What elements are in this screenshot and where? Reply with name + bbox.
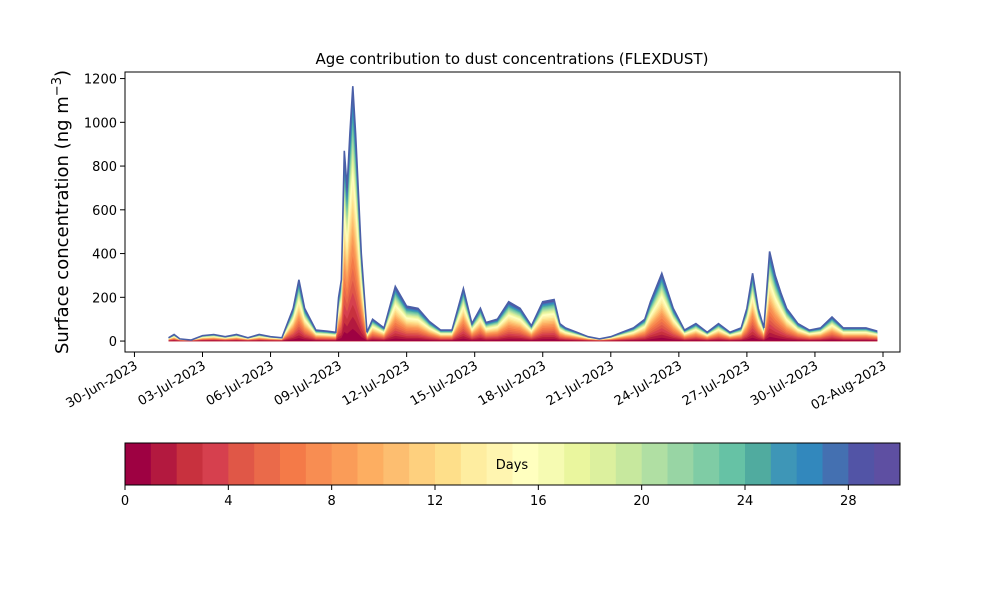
colorbar-tick-label: 20 [633, 494, 650, 509]
colorbar [125, 443, 901, 485]
colorbar-segment [641, 443, 668, 485]
y-axis-label: Surface concentration (ng m−3) [50, 70, 73, 354]
colorbar-tick-label: 28 [840, 494, 857, 509]
x-tick-label: 27-Jul-2023 [680, 358, 753, 409]
y-tick-label: 400 [92, 248, 117, 263]
y-tick-label: 1000 [84, 116, 117, 131]
colorbar-tick-label: 12 [427, 494, 444, 509]
colorbar-tick-label: 24 [737, 494, 754, 509]
colorbar-ticks: 0 4 8 12 16 20 24 28 [121, 485, 857, 509]
x-tick-label: 09-Jul-2023 [272, 358, 345, 409]
colorbar-tick-label: 16 [530, 494, 547, 509]
colorbar-segment [538, 443, 565, 485]
x-tick-label: 21-Jul-2023 [544, 358, 617, 409]
colorbar-segment [460, 443, 488, 485]
colorbar-label: Days [496, 458, 529, 473]
colorbar-segment [383, 443, 410, 485]
colorbar-segment [280, 443, 307, 485]
colorbar-segment [150, 443, 178, 485]
colorbar-tick-label: 4 [224, 494, 232, 509]
age-band-0 [168, 328, 878, 342]
x-tick-label: 12-Jul-2023 [340, 358, 413, 409]
colorbar-segment [564, 443, 591, 485]
colorbar-segment [331, 443, 358, 485]
y-axis-label-close: ) [52, 70, 73, 77]
colorbar-segment [745, 443, 772, 485]
colorbar-segment [125, 443, 152, 485]
colorbar-segment [770, 443, 798, 485]
total-outline [168, 86, 878, 341]
plot-frame [124, 71, 901, 353]
x-axis: 30-Jun-202303-Jul-202306-Jul-202309-Jul-… [64, 352, 889, 414]
colorbar-segment [305, 443, 333, 485]
colorbar-tick-label: 8 [328, 494, 336, 509]
y-tick-label: 800 [92, 160, 117, 175]
x-tick-label: 15-Jul-2023 [408, 358, 481, 409]
colorbar-segment [874, 443, 901, 485]
colorbar-segment [693, 443, 720, 485]
chart-title: Age contribution to dust concentrations … [316, 50, 709, 68]
colorbar-segment [202, 443, 229, 485]
x-tick-label: 06-Jul-2023 [204, 358, 277, 409]
colorbar-segment [176, 443, 203, 485]
colorbar-segment [357, 443, 384, 485]
x-tick-label: 02-Aug-2023 [809, 358, 889, 413]
colorbar-segment [667, 443, 694, 485]
x-tick-label: 18-Jul-2023 [476, 358, 549, 409]
y-axis-label-superscript: −3 [50, 77, 65, 96]
y-tick-label: 1200 [84, 73, 117, 88]
colorbar-segment [512, 443, 539, 485]
colorbar-segment [719, 443, 746, 485]
x-tick-label: 30-Jun-2023 [64, 358, 141, 411]
colorbar-frame [124, 442, 901, 486]
y-tick-label: 0 [109, 335, 117, 350]
colorbar-segment [486, 443, 513, 485]
plot-area [168, 86, 878, 342]
y-tick-label: 600 [92, 204, 117, 219]
colorbar-segment [435, 443, 462, 485]
x-tick-label: 03-Jul-2023 [136, 358, 209, 409]
colorbar-segment [409, 443, 436, 485]
colorbar-tick-label: 0 [121, 494, 129, 509]
colorbar-segment [228, 443, 255, 485]
y-tick-label: 200 [92, 291, 117, 306]
y-axis: 0 200 400 600 800 1000 1200 [84, 73, 125, 350]
x-tick-label: 24-Jul-2023 [612, 358, 685, 409]
colorbar-segment [590, 443, 617, 485]
colorbar-segment [615, 443, 643, 485]
colorbar-segment [822, 443, 849, 485]
colorbar-segment [254, 443, 281, 485]
colorbar-segment [848, 443, 875, 485]
colorbar-segment [796, 443, 823, 485]
